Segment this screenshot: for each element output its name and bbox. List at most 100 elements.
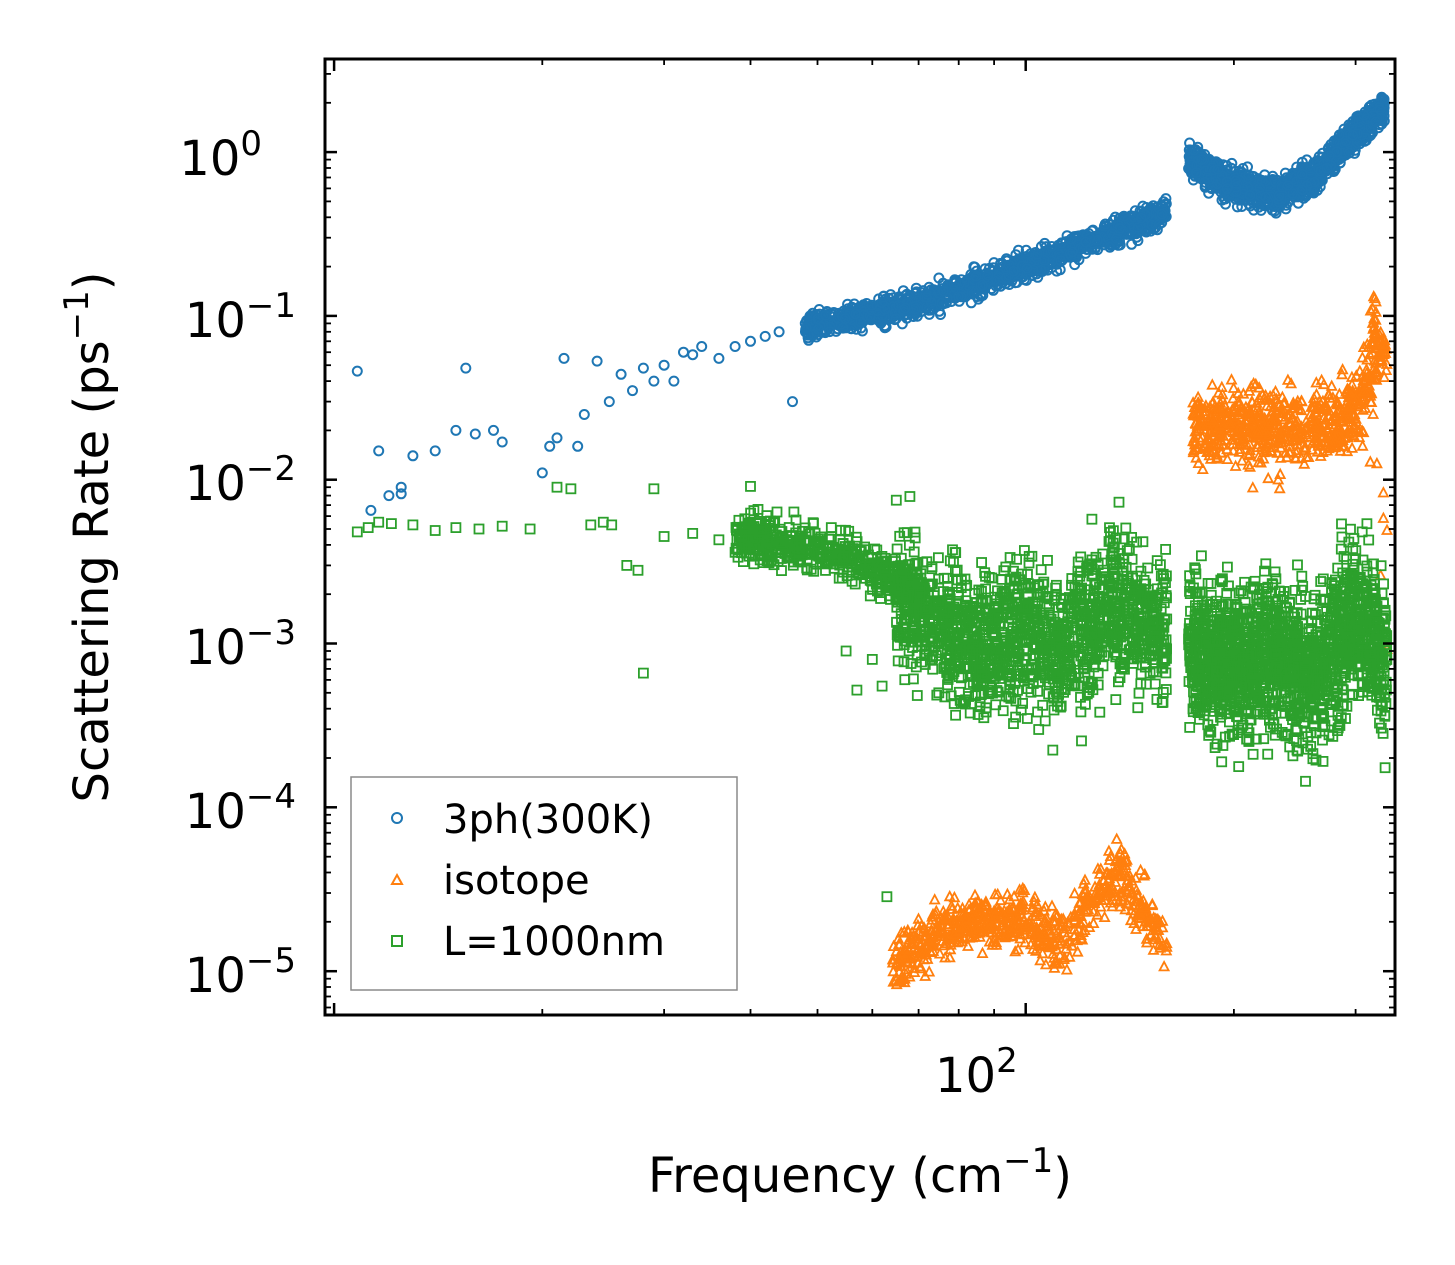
point-3ph-300k- [1114, 223, 1126, 234]
point-3ph-300k- [940, 297, 952, 309]
point-3ph-300k- [395, 481, 407, 493]
point-l-1000nm [585, 519, 597, 531]
point-3ph-300k- [696, 341, 708, 352]
point-3ph-300k- [1135, 219, 1146, 231]
point-l-1000nm [648, 483, 660, 495]
point-3ph-300k- [1035, 264, 1047, 276]
point-3ph-300k- [488, 424, 499, 436]
point-3ph-300k- [1056, 237, 1067, 249]
point-3ph-300k- [1067, 246, 1079, 258]
point-3ph-300k- [1045, 246, 1057, 258]
point-3ph-300k- [687, 349, 699, 361]
point-3ph-300k- [803, 329, 815, 341]
point-3ph-300k- [1158, 196, 1170, 208]
point-3ph-300k- [773, 326, 785, 338]
point-3ph-300k- [1080, 236, 1092, 248]
point-l-1000nm [385, 518, 397, 529]
point-3ph-300k- [981, 271, 993, 283]
point-3ph-300k- [1011, 277, 1023, 288]
point-3ph-300k- [373, 445, 385, 457]
point-3ph-300k- [1128, 211, 1140, 223]
point-3ph-300k- [808, 328, 820, 340]
point-isotope [1087, 916, 1100, 928]
point-3ph-300k- [1129, 205, 1141, 217]
point-3ph-300k- [1046, 241, 1058, 252]
point-l-1000nm [840, 645, 852, 657]
point-3ph-300k- [551, 432, 563, 444]
point-isotope [1068, 886, 1081, 899]
point-isotope [976, 946, 989, 958]
point-isotope [1225, 373, 1238, 385]
point-l-1000nm [373, 516, 385, 528]
point-3ph-300k- [615, 368, 627, 380]
point-3ph-300k- [1008, 265, 1019, 277]
point-3ph-300k- [536, 467, 548, 479]
point-l-1000nm [890, 494, 902, 506]
point-3ph-300k- [1032, 248, 1043, 260]
point-3ph-300k- [668, 375, 680, 387]
point-l-1000nm [851, 684, 863, 696]
point-3ph-300k- [1153, 218, 1165, 230]
point-3ph-300k- [876, 297, 888, 309]
point-isotope [1377, 511, 1390, 523]
point-isotope [1356, 351, 1369, 363]
point-3ph-300k- [937, 285, 949, 297]
point-3ph-300k- [948, 276, 960, 288]
point-3ph-300k- [890, 313, 902, 325]
point-3ph-300k- [544, 440, 556, 452]
point-isotope [1001, 887, 1014, 899]
point-l-1000nm [978, 712, 990, 724]
point-3ph-300k- [713, 352, 725, 364]
point-3ph-300k- [1104, 241, 1116, 253]
data-marks [351, 91, 1393, 990]
point-isotope [1325, 379, 1338, 391]
point-isotope [1367, 407, 1380, 419]
point-3ph-300k- [927, 303, 939, 315]
point-isotope [1356, 439, 1369, 451]
point-isotope [1246, 481, 1259, 493]
point-3ph-300k- [572, 440, 584, 452]
point-l-1000nm [621, 560, 633, 571]
point-3ph-300k- [1055, 255, 1067, 267]
point-3ph-300k- [351, 365, 363, 377]
point-3ph-300k- [898, 304, 910, 316]
point-isotope [1370, 456, 1383, 469]
point-isotope [1158, 959, 1171, 972]
point-l-1000nm [947, 544, 958, 556]
point-l-1000nm [407, 519, 419, 531]
point-3ph-300k- [824, 326, 836, 338]
point-3ph-300k- [965, 297, 977, 309]
point-3ph-300k- [603, 396, 615, 408]
point-3ph-300k- [1110, 233, 1122, 244]
point-isotope [1281, 373, 1294, 385]
point-isotope [1353, 364, 1366, 376]
point-3ph-300k- [864, 310, 876, 322]
point-l-1000nm [638, 667, 649, 679]
point-3ph-300k- [820, 309, 831, 321]
point-3ph-300k- [578, 409, 590, 420]
point-l-1000nm [881, 891, 893, 903]
point-isotope [1262, 471, 1275, 484]
point-3ph-300k- [496, 436, 508, 448]
point-isotope [1377, 486, 1390, 498]
point-l-1000nm [496, 520, 508, 532]
point-3ph-300k- [936, 297, 948, 309]
point-3ph-300k- [879, 320, 891, 332]
point-l-1000nm [429, 525, 441, 536]
point-3ph-300k- [933, 272, 945, 284]
point-3ph-300k- [995, 280, 1007, 292]
point-3ph-300k- [959, 277, 970, 288]
point-3ph-300k- [429, 445, 441, 457]
point-3ph-300k- [759, 330, 771, 342]
point-3ph-300k- [837, 322, 849, 334]
point-3ph-300k- [800, 322, 812, 334]
point-3ph-300k- [935, 309, 946, 320]
point-l-1000nm [1110, 694, 1122, 705]
point-3ph-300k- [1099, 218, 1111, 230]
point-3ph-300k- [995, 257, 1007, 269]
point-3ph-300k- [899, 302, 911, 314]
point-l-1000nm [1035, 564, 1047, 576]
point-3ph-300k- [1126, 238, 1138, 250]
point-l-1000nm [551, 481, 563, 493]
